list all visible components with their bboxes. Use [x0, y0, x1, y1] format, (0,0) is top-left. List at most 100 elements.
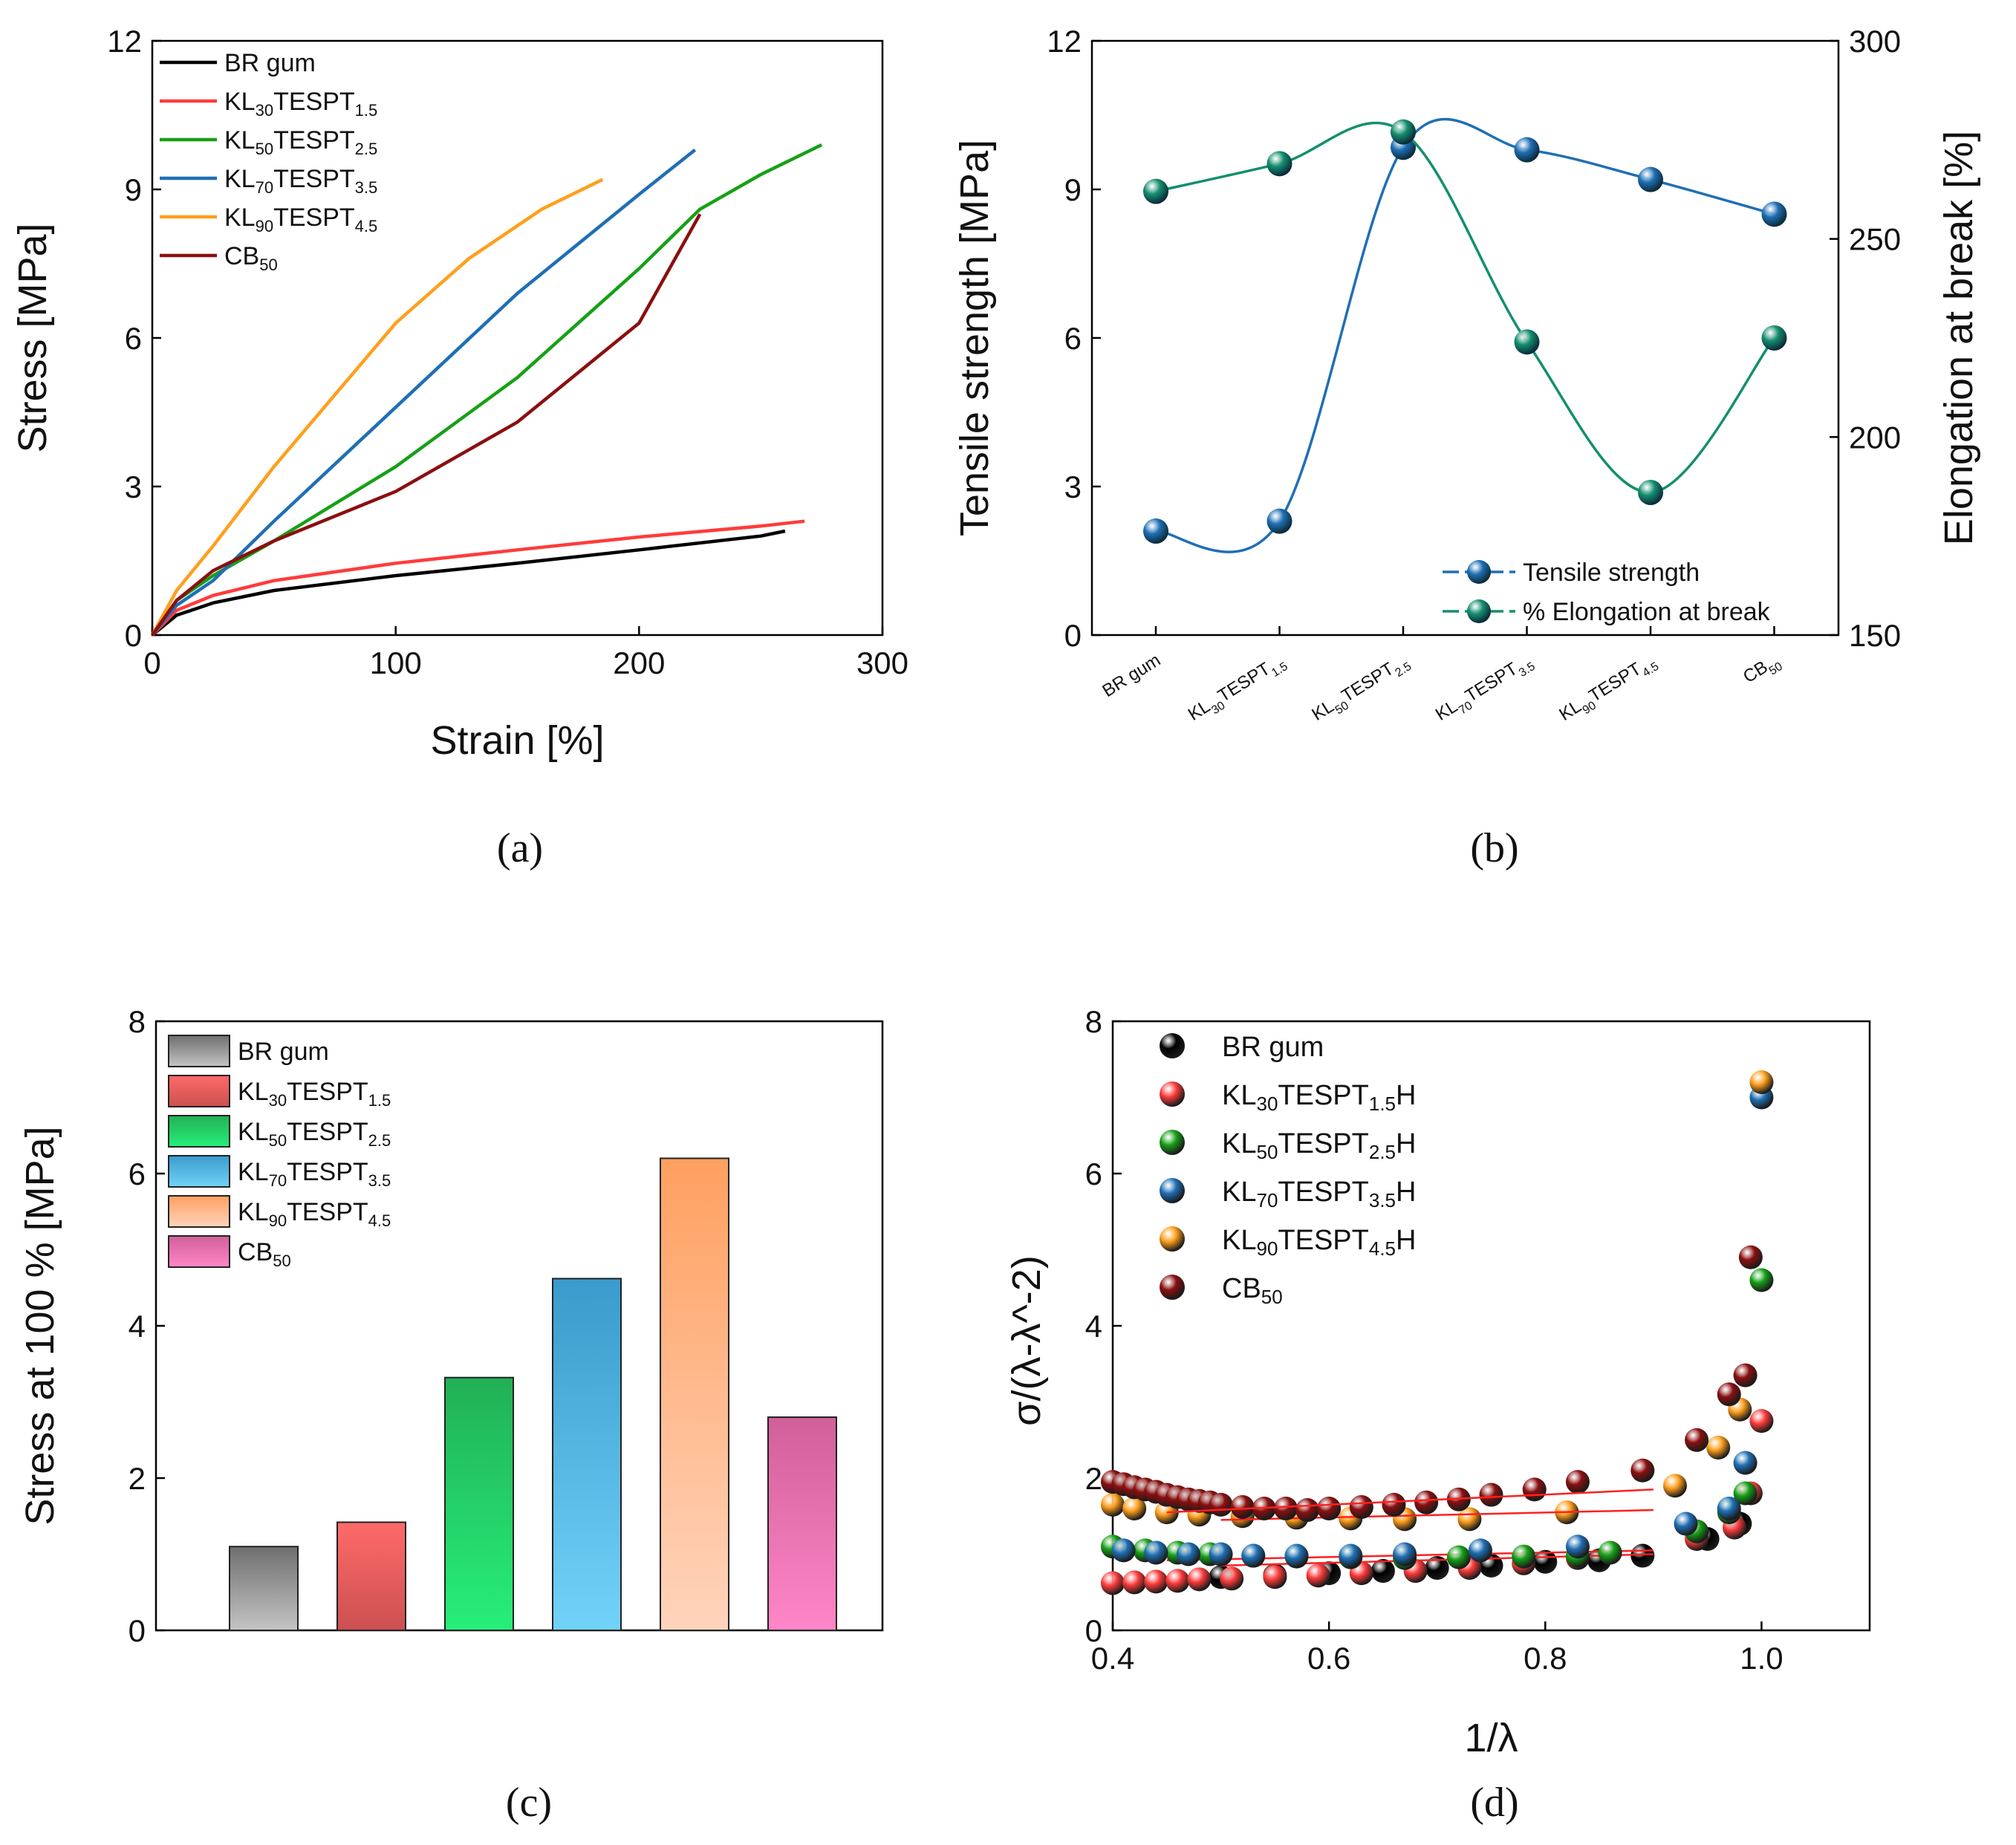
data-point: [1630, 1543, 1655, 1568]
data-point: [1479, 1483, 1503, 1507]
data-point: [1414, 1490, 1439, 1514]
y-tick-label: 6: [1064, 321, 1082, 356]
data-point: [1738, 1245, 1763, 1269]
y-tick-label: 0: [129, 1613, 146, 1648]
data-point: [1111, 1538, 1136, 1563]
legend-label: CB50​: [1222, 1273, 1283, 1308]
data-point: [1733, 1481, 1758, 1506]
data-point: [1220, 1566, 1244, 1591]
y-tick-label: 8: [129, 1004, 146, 1039]
plot-frame: [1090, 39, 1840, 637]
legend-label: CB50​: [224, 242, 278, 274]
data-point: [1446, 1545, 1471, 1569]
data-point: [1717, 1382, 1741, 1407]
legend-label: BR gum: [238, 1038, 329, 1066]
data-point: [1230, 1494, 1255, 1519]
legend-swatch: [168, 1115, 230, 1148]
data-point: [1514, 329, 1540, 355]
legend-swatch: [168, 1075, 230, 1107]
x-tick-label: 0.8: [1524, 1641, 1567, 1676]
bar: [336, 1521, 406, 1631]
data-point: [1295, 1498, 1320, 1523]
y-tick-label: 3: [1064, 469, 1082, 504]
y2-tick-label: 300: [1849, 24, 1901, 59]
legend-marker: [1467, 560, 1491, 584]
data-point: [1209, 1492, 1233, 1517]
series-line: [151, 529, 786, 637]
legend-label: KL70​TESPT3.5​H: [1222, 1177, 1416, 1211]
y-tick-label: 0: [125, 618, 142, 653]
data-point: [1733, 1451, 1758, 1475]
series-line: [151, 143, 823, 637]
fit-line: [1166, 1488, 1654, 1514]
legend-marker: [1160, 1081, 1185, 1107]
y-tick-label: 8: [1085, 1004, 1102, 1039]
x-category-label: KL50​TESPT2.5​: [1308, 650, 1414, 729]
y-tick-label: 9: [125, 172, 142, 207]
data-point: [1306, 1563, 1330, 1588]
panel-label: (d): [1470, 1780, 1518, 1826]
y-tick-label: 2: [1085, 1461, 1102, 1496]
x-tick-label: 300: [856, 645, 908, 680]
data-point: [1382, 1492, 1406, 1517]
legend-label: KL70​TESPT3.5​: [238, 1158, 391, 1190]
data-point: [1209, 1542, 1233, 1566]
series-curve: [1155, 121, 1775, 494]
legend-label: KL70​TESPT3.5​: [224, 165, 377, 197]
series-line: [151, 148, 697, 637]
data-point: [1638, 480, 1663, 505]
data-point: [1761, 325, 1787, 351]
legend-label: KL30​TESPT1.5​H: [1222, 1080, 1416, 1115]
panel-a-stress-strain-chart: 0 3 6 9 12 0 100 200 300 Strain [%] Stress [MPa] BR…: [10, 24, 908, 871]
y-tick-label: 4: [129, 1309, 146, 1344]
legend-label: CB50​: [238, 1238, 291, 1270]
legend-marker: [1160, 1178, 1185, 1203]
data-point: [1165, 1569, 1190, 1593]
legend-swatch: [168, 1195, 230, 1228]
y-tick-label: 4: [1085, 1309, 1102, 1344]
data-point: [1143, 518, 1168, 544]
data-point: [1101, 1571, 1125, 1595]
x-tick-label: 0.6: [1307, 1641, 1350, 1676]
data-point: [1263, 1565, 1287, 1589]
data-point: [1176, 1542, 1200, 1566]
data-point: [1349, 1494, 1373, 1519]
data-point: [1187, 1567, 1212, 1592]
series-curve: [1155, 117, 1775, 553]
data-point: [1717, 1497, 1741, 1520]
data-point: [1685, 1428, 1709, 1452]
panel-label: (b): [1470, 825, 1518, 871]
legend-label: KL90​TESPT4.5​: [224, 204, 377, 235]
y-axis-label: σ/(λ-λ^-2): [1004, 1255, 1049, 1426]
data-point: [1522, 1477, 1547, 1502]
x-tick-label: 1.0: [1740, 1641, 1783, 1676]
data-point: [1144, 1569, 1168, 1594]
data-point: [1749, 1409, 1774, 1434]
legend-swatch: [168, 1235, 230, 1268]
fit-line: [1220, 1509, 1654, 1521]
y2-tick-label: 250: [1849, 222, 1901, 257]
panel-label: (a): [497, 825, 543, 871]
legend-label: KL30​TESPT1.5​: [224, 88, 377, 120]
legend-label: KL50​TESPT2.5​: [238, 1118, 391, 1150]
y-tick-label: 12: [1047, 24, 1082, 59]
y-tick-label: 12: [107, 24, 142, 59]
x-category-label: BR gum: [1099, 650, 1164, 701]
data-point: [1391, 119, 1416, 145]
data-point: [1317, 1497, 1342, 1520]
data-point: [1514, 137, 1540, 163]
bar: [767, 1416, 837, 1631]
data-point: [1266, 151, 1292, 177]
data-point: [1638, 166, 1663, 192]
y2-axis-label: Elongation at break [%]: [1937, 131, 1981, 545]
y-tick-label: 3: [125, 469, 142, 504]
y-axis-label: Tensile strength [MPa]: [952, 140, 997, 536]
data-point: [1761, 201, 1787, 227]
y-tick-label: 6: [129, 1156, 146, 1191]
data-point: [1706, 1436, 1731, 1460]
data-point: [1122, 1570, 1147, 1595]
y-tick-label: 0: [1085, 1613, 1102, 1648]
y2-tick-label: 200: [1849, 420, 1901, 455]
